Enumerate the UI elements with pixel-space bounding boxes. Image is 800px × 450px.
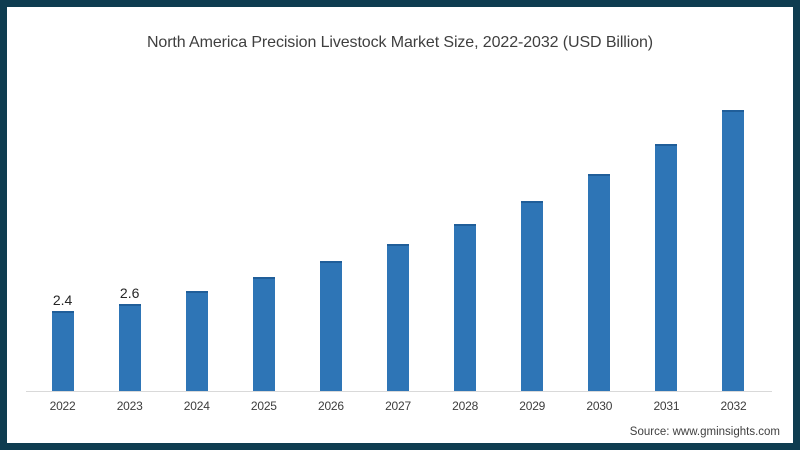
bar-2032 bbox=[722, 110, 745, 391]
x-tick-label-2029: 2029 bbox=[519, 399, 546, 413]
bar-slot-2027 bbox=[364, 81, 431, 391]
bar-slot-2025 bbox=[230, 81, 297, 391]
bar-2031 bbox=[655, 144, 678, 391]
x-tick-label-2022: 2022 bbox=[49, 399, 76, 413]
bar-2025 bbox=[252, 277, 275, 391]
bar-2023 bbox=[118, 304, 141, 391]
bar-2027 bbox=[387, 244, 410, 391]
x-tick-label-2027: 2027 bbox=[385, 399, 411, 413]
bar-2029 bbox=[521, 201, 544, 391]
bar-slot-2023: 2.6 bbox=[96, 81, 163, 391]
plot-area: 2.4 2.6 bbox=[29, 81, 767, 391]
bar-2022 bbox=[51, 311, 74, 391]
x-tick-label-2028: 2028 bbox=[452, 399, 479, 413]
bar-slot-2031 bbox=[633, 81, 700, 391]
bar-slot-2028 bbox=[432, 81, 499, 391]
bar-value-label-2023: 2.6 bbox=[119, 285, 140, 301]
x-tick-label-2026: 2026 bbox=[317, 399, 344, 413]
bar-value-label-2022: 2.4 bbox=[52, 292, 73, 308]
bar-slot-2022: 2.4 bbox=[29, 81, 96, 391]
x-axis-labels: 2022 2023 2024 2025 2026 2027 2028 2029 2030 2031… bbox=[29, 399, 767, 413]
bar-2028 bbox=[454, 224, 477, 391]
x-axis-line bbox=[26, 391, 772, 392]
source-attribution: Source: www.gminsights.com bbox=[629, 426, 780, 438]
bar-slot-2024 bbox=[163, 81, 230, 391]
bar-2026 bbox=[319, 261, 342, 391]
x-tick-label-2025: 2025 bbox=[250, 399, 277, 413]
chart-title: North America Precision Livestock Market… bbox=[146, 34, 654, 51]
bar-2024 bbox=[185, 291, 208, 391]
bar-slot-2032 bbox=[700, 81, 767, 391]
x-tick-label-2030: 2030 bbox=[586, 399, 613, 413]
x-tick-label-2024: 2024 bbox=[183, 399, 210, 413]
x-tick-label-2031: 2031 bbox=[653, 399, 680, 413]
bar-slot-2029 bbox=[499, 81, 566, 391]
x-tick-label-2032: 2032 bbox=[720, 399, 747, 413]
bar-2030 bbox=[588, 174, 611, 391]
bar-slot-2026 bbox=[297, 81, 364, 391]
x-tick-label-2023: 2023 bbox=[116, 399, 143, 413]
bar-slot-2030 bbox=[566, 81, 633, 391]
